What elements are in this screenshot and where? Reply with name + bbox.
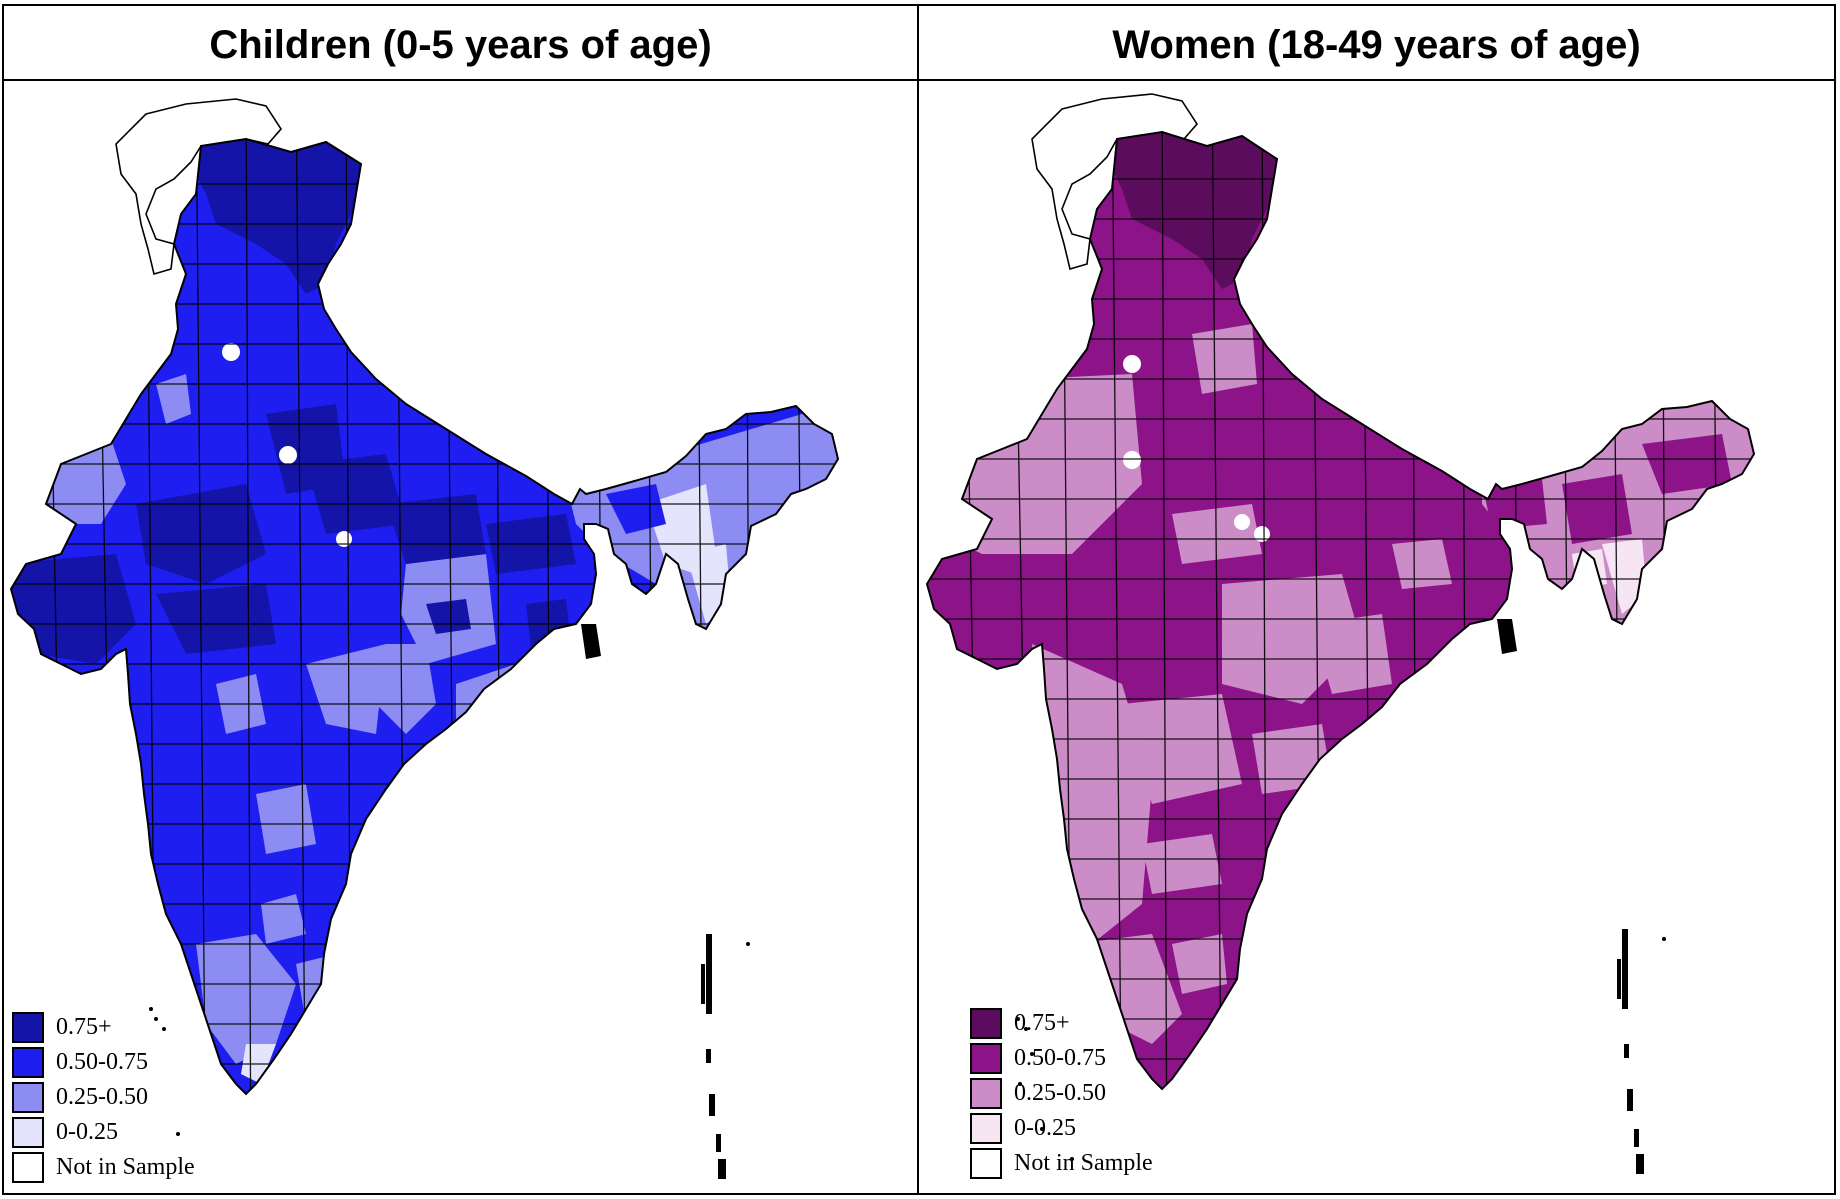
- legend-label: 0.50-0.75: [1014, 1045, 1106, 1071]
- legend-row-075plus: 0.75+: [12, 1010, 195, 1045]
- legend-row-050-075: 0.50-0.75: [12, 1045, 195, 1080]
- legend-label: Not in Sample: [1014, 1150, 1153, 1176]
- legend-row-075plus: 0.75+: [970, 1006, 1153, 1041]
- legend-swatch: [970, 1148, 1002, 1179]
- children-legend: 0.75+ 0.50-0.75 0.25-0.50 0-0.25 Not in …: [12, 1010, 195, 1185]
- legend-label: 0.50-0.75: [56, 1049, 148, 1075]
- legend-row-0-025: 0-0.25: [970, 1111, 1153, 1146]
- legend-swatch: [12, 1082, 44, 1113]
- figure-frame: [2, 4, 1836, 1195]
- header-divider: [2, 79, 1836, 81]
- legend-row-050-075: 0.50-0.75: [970, 1041, 1153, 1076]
- legend-label: 0.75+: [56, 1014, 112, 1040]
- legend-swatch: [970, 1113, 1002, 1144]
- legend-row-0-025: 0-0.25: [12, 1115, 195, 1150]
- legend-row-025-050: 0.25-0.50: [970, 1076, 1153, 1111]
- legend-row-not-in-sample: Not in Sample: [970, 1146, 1153, 1181]
- legend-swatch: [970, 1078, 1002, 1109]
- children-map-svg: [10, 98, 839, 1179]
- panel-divider: [917, 4, 919, 1195]
- children-map: [6, 84, 914, 1190]
- legend-swatch: [12, 1047, 44, 1078]
- legend-row-not-in-sample: Not in Sample: [12, 1150, 195, 1185]
- legend-label: 0-0.25: [56, 1119, 118, 1145]
- legend-swatch: [12, 1012, 44, 1043]
- women-map-svg: [926, 93, 1755, 1174]
- legend-row-025-050: 0.25-0.50: [12, 1080, 195, 1115]
- legend-swatch: [970, 1008, 1002, 1039]
- legend-label: Not in Sample: [56, 1154, 195, 1180]
- legend-swatch: [970, 1043, 1002, 1074]
- women-map-title: Women (18-49 years of age): [1112, 22, 1641, 67]
- legend-label: 0-0.25: [1014, 1115, 1076, 1141]
- children-map-title: Children (0-5 years of age): [209, 22, 712, 67]
- legend-swatch: [12, 1117, 44, 1148]
- legend-swatch: [12, 1152, 44, 1183]
- legend-label: 0.25-0.50: [56, 1084, 148, 1110]
- women-legend: 0.75+ 0.50-0.75 0.25-0.50 0-0.25 Not in …: [970, 1006, 1153, 1181]
- legend-label: 0.75+: [1014, 1010, 1070, 1036]
- women-map: [922, 84, 1832, 1190]
- legend-label: 0.25-0.50: [1014, 1080, 1106, 1106]
